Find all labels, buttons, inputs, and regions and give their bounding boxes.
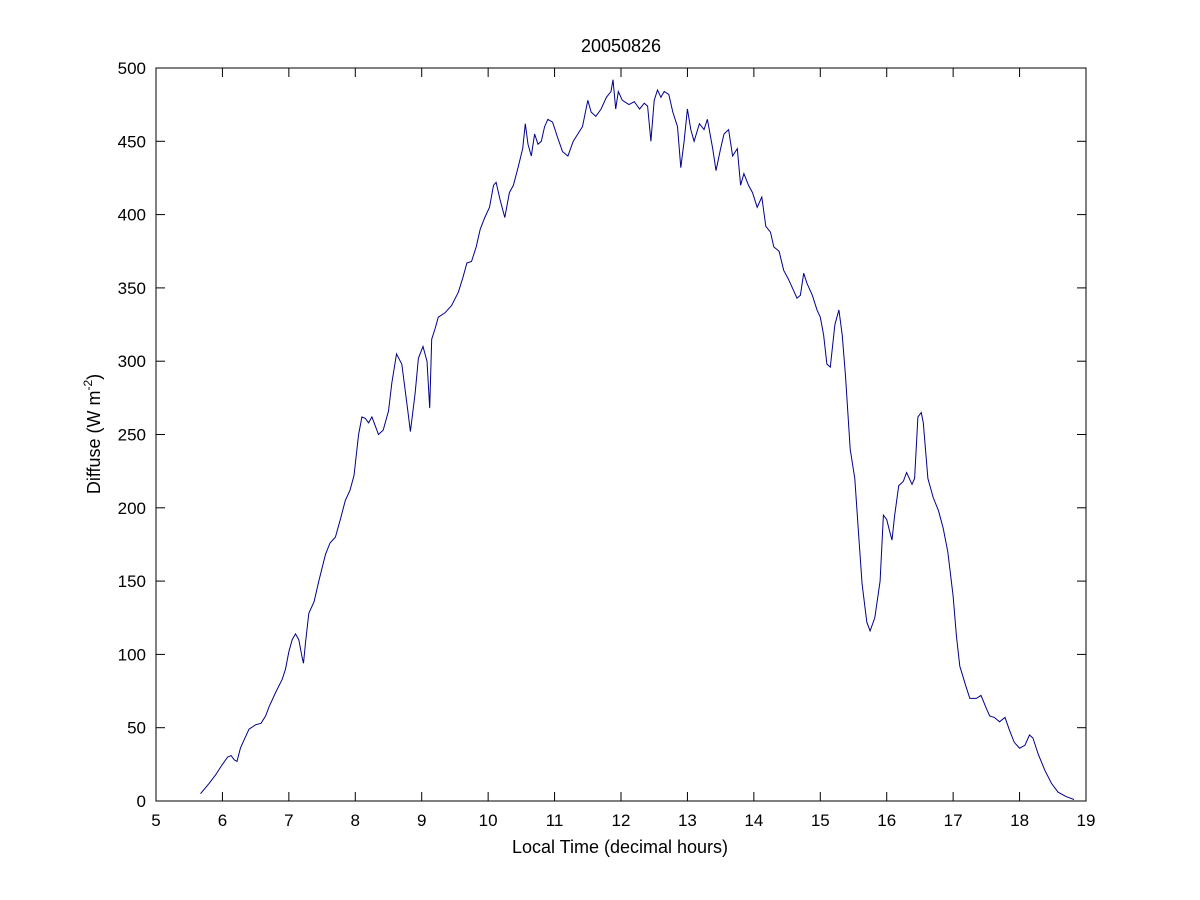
y-tick-label: 0 bbox=[137, 792, 146, 811]
y-axis-label-main: Diffuse (W m bbox=[84, 390, 104, 494]
plot-area bbox=[155, 67, 1087, 802]
x-tick-label: 6 bbox=[218, 811, 227, 830]
x-tick-label: 11 bbox=[546, 811, 564, 830]
x-tick-label: 13 bbox=[678, 811, 697, 830]
y-tick-label: 200 bbox=[118, 499, 146, 518]
y-axis-label-superscript: -2 bbox=[81, 379, 95, 390]
y-axis-label: Diffuse (W m-2) bbox=[81, 374, 104, 494]
x-axis-ticks: 5 6 7 8 9 10 11 12 13 14 15 16 17 18 19 bbox=[151, 68, 1095, 830]
x-tick-label: 12 bbox=[612, 811, 631, 830]
y-axis-label-close: ) bbox=[84, 374, 104, 380]
y-axis-ticks: 0 50 100 150 200 250 300 350 400 450 500 bbox=[118, 59, 1086, 811]
y-tick-label: 300 bbox=[118, 352, 146, 371]
x-tick-label: 9 bbox=[417, 811, 426, 830]
y-tick-label: 100 bbox=[118, 645, 146, 664]
y-tick-label: 450 bbox=[118, 132, 146, 151]
x-tick-label: 10 bbox=[479, 811, 498, 830]
y-tick-label: 150 bbox=[118, 572, 146, 591]
y-tick-label: 50 bbox=[127, 719, 146, 738]
series-line bbox=[200, 79, 1075, 800]
x-tick-label: 8 bbox=[351, 811, 360, 830]
x-tick-label: 14 bbox=[744, 811, 763, 830]
y-tick-label: 250 bbox=[118, 426, 146, 445]
x-tick-label: 17 bbox=[944, 811, 963, 830]
y-tick-label: 400 bbox=[118, 206, 146, 225]
x-tick-label: 7 bbox=[284, 811, 293, 830]
chart-title: 20050826 bbox=[581, 36, 661, 56]
x-tick-label: 16 bbox=[877, 811, 896, 830]
x-tick-label: 19 bbox=[1077, 811, 1096, 830]
x-tick-label: 18 bbox=[1010, 811, 1029, 830]
x-tick-label: 15 bbox=[811, 811, 830, 830]
y-tick-label: 350 bbox=[118, 279, 146, 298]
x-tick-label: 5 bbox=[151, 811, 160, 830]
y-tick-label: 500 bbox=[118, 59, 146, 78]
x-axis-label: Local Time (decimal hours) bbox=[512, 837, 728, 857]
